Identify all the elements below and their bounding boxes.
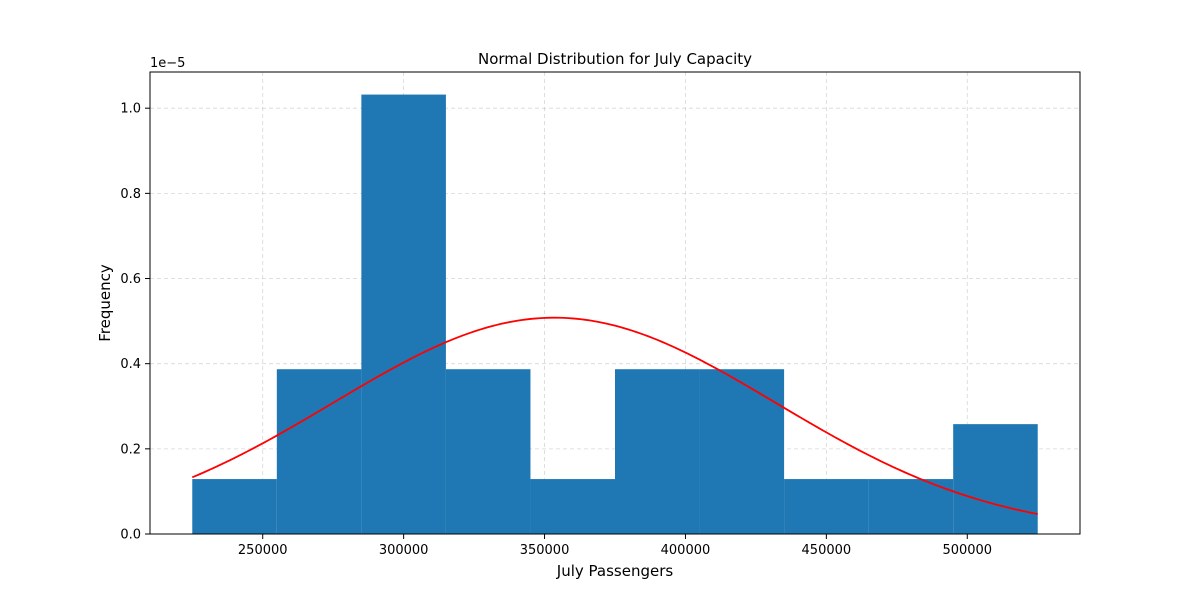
histogram-bar [445, 369, 531, 534]
histogram-bar [276, 369, 362, 534]
y-tick-label: 0.0 [120, 528, 141, 543]
chart-title: Normal Distribution for July Capacity [478, 50, 752, 68]
histogram-bar [192, 479, 277, 534]
y-axis-label: Frequency [96, 264, 114, 342]
histogram-bars [192, 94, 1038, 534]
histogram-bar [868, 479, 954, 534]
x-tick-label: 350000 [520, 543, 570, 558]
x-tick-label: 450000 [802, 543, 852, 558]
y-tick-label: 0.6 [120, 272, 141, 287]
plot-frame [149, 71, 1081, 535]
x-tick-label: 300000 [379, 543, 429, 558]
axis-ticks: 250000 300000 350000 400000 450000 500000 0.0 0… [120, 102, 992, 558]
x-axis-label: July Passengers [556, 562, 674, 580]
fit-curve-layer [191, 316, 1038, 515]
y-tick-label: 0.4 [120, 357, 141, 372]
histogram-bar [361, 94, 446, 534]
histogram-bar [953, 424, 1038, 534]
histogram-bar [699, 369, 785, 534]
histogram-bar [615, 369, 700, 534]
y-axis-offset-label: 1e−5 [150, 56, 185, 71]
x-tick-label: 400000 [661, 543, 711, 558]
y-tick-label: 1.0 [120, 102, 141, 117]
histogram-bar [530, 479, 615, 534]
x-tick-label: 500000 [942, 543, 992, 558]
normal-fit-curve [191, 316, 1038, 515]
histogram-bar [784, 479, 869, 534]
x-tick-label: 250000 [238, 543, 288, 558]
y-tick-label: 0.2 [120, 442, 141, 457]
y-tick-label: 0.8 [120, 187, 141, 202]
